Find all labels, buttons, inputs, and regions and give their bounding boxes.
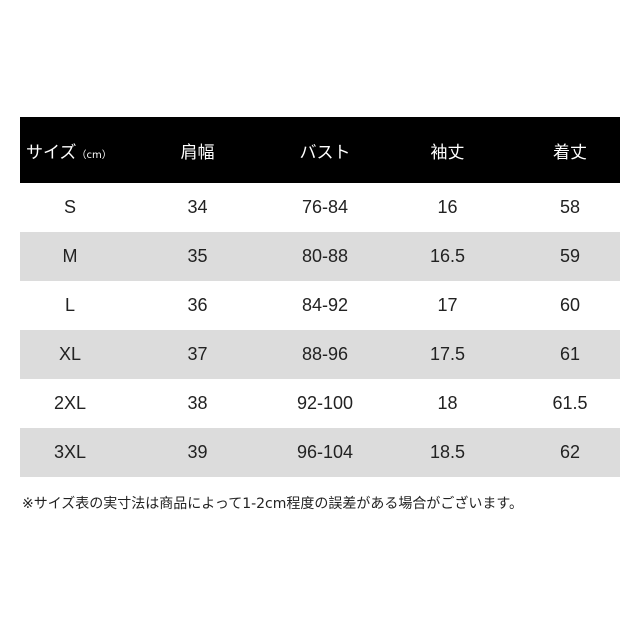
table-cell: 34 bbox=[187, 197, 208, 217]
header-size: サイズ（cm） bbox=[20, 138, 126, 163]
table-cell: 76-84 bbox=[301, 197, 349, 217]
table-cell: 16 bbox=[437, 197, 458, 217]
header-unit: （cm） bbox=[76, 149, 112, 161]
table-header: サイズ（cm） 肩幅 バスト 袖丈 着丈 bbox=[20, 117, 620, 183]
table-cell: 88-96 bbox=[301, 344, 349, 364]
table-cell: 39 bbox=[187, 442, 208, 462]
size-chart-table: サイズ（cm） 肩幅 バスト 袖丈 着丈 S 34 76-84 16 58 M 35 80-8… bbox=[20, 117, 620, 477]
table-cell: 61.5 bbox=[552, 393, 588, 413]
table-row: L 36 84-92 17 60 bbox=[20, 281, 620, 330]
table-cell: 59 bbox=[559, 246, 581, 266]
table-cell: 36 bbox=[187, 295, 208, 315]
table-row: 3XL 39 96-104 18.5 62 bbox=[20, 428, 620, 477]
size-note: ※サイズ表の実寸法は商品によって1-2cm程度の誤差がある場合がございます。 bbox=[22, 496, 523, 512]
table-cell: 60 bbox=[559, 295, 581, 315]
table-row: S 34 76-84 16 58 bbox=[20, 183, 620, 232]
table-cell: 80-88 bbox=[301, 246, 349, 266]
table-cell: 18.5 bbox=[429, 442, 466, 462]
table-cell: 84-92 bbox=[301, 295, 349, 315]
table-row: XL 37 88-96 17.5 61 bbox=[20, 330, 620, 379]
table-cell: 61 bbox=[559, 344, 581, 364]
header-bust: バスト bbox=[299, 142, 351, 163]
table-cell: 62 bbox=[559, 442, 581, 462]
table-cell: 17.5 bbox=[429, 344, 466, 364]
table-cell: S bbox=[63, 197, 76, 217]
table-cell: 2XL bbox=[53, 393, 87, 413]
table-cell: 17 bbox=[437, 295, 458, 315]
header-shoulder: 肩幅 bbox=[180, 142, 215, 163]
table-cell: 58 bbox=[559, 197, 581, 217]
table-cell: M bbox=[62, 246, 78, 266]
table-cell: 16.5 bbox=[429, 246, 466, 266]
header-length: 着丈 bbox=[553, 142, 587, 163]
table-cell: 38 bbox=[187, 393, 208, 413]
table-cell: 35 bbox=[187, 246, 208, 266]
table-row: M 35 80-88 16.5 59 bbox=[20, 232, 620, 281]
table-cell: 3XL bbox=[53, 442, 87, 462]
table-cell: 96-104 bbox=[296, 442, 354, 462]
header-size-label: サイズ bbox=[26, 142, 77, 163]
table-cell: XL bbox=[58, 344, 82, 364]
table-cell: 37 bbox=[187, 344, 208, 364]
table-cell: 92-100 bbox=[296, 393, 354, 413]
table-cell: L bbox=[64, 295, 75, 315]
header-sleeve: 袖丈 bbox=[430, 142, 465, 163]
table-cell: 18 bbox=[437, 393, 458, 413]
table-row: 2XL 38 92-100 18 61.5 bbox=[20, 379, 620, 428]
